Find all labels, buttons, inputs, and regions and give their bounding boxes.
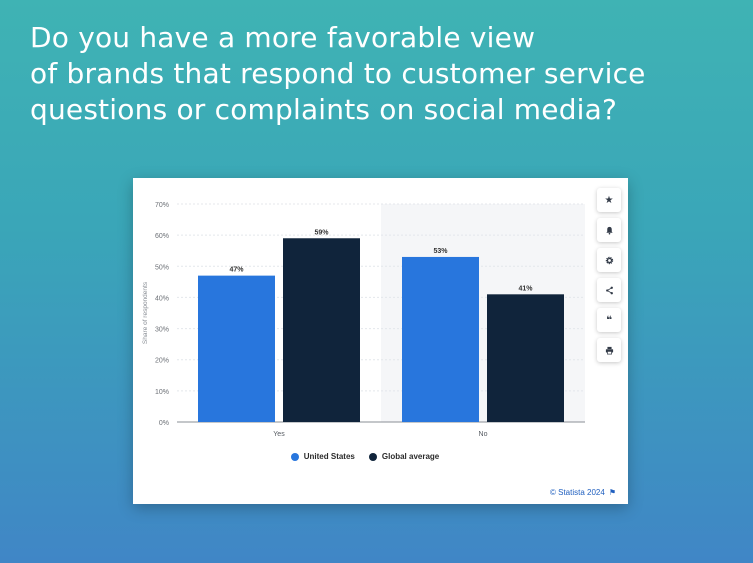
credit-text: © Statista 2024 <box>550 488 605 497</box>
y-tick-label: 50% <box>155 264 169 271</box>
print-button[interactable] <box>597 338 621 362</box>
x-tick-label: No <box>479 431 488 438</box>
y-tick-label: 20% <box>155 358 169 365</box>
y-tick-label: 10% <box>155 389 169 396</box>
bar-united-states-no <box>402 256 479 422</box>
legend-item-united-states[interactable]: United States <box>290 452 355 461</box>
legend-swatch-global-average <box>368 452 377 461</box>
y-axis-label: Share of respondents <box>142 281 149 344</box>
chart-card: 0% 10% 20% 30% 40% 50% 60% 70% Share of responde… <box>133 178 628 504</box>
y-tick-label: 70% <box>155 202 169 209</box>
gear-icon <box>605 256 613 264</box>
cite-button[interactable]: ❝ <box>597 308 621 332</box>
notification-button[interactable] <box>597 218 621 242</box>
statista-credit[interactable]: © Statista 2024 ⚑ <box>550 488 616 497</box>
legend-swatch-united-states <box>290 452 299 461</box>
bar-global-average-yes <box>283 238 360 422</box>
bar-chart: 0% 10% 20% 30% 40% 50% 60% 70% Share of responde… <box>142 202 585 438</box>
legend-label-united-states: United States <box>303 452 355 461</box>
headline: Do you have a more favorable view of bra… <box>30 20 730 128</box>
headline-line-2: of brands that respond to customer servi… <box>30 57 646 90</box>
favorite-button[interactable]: ★ <box>597 188 621 212</box>
y-tick-label: 30% <box>155 327 169 334</box>
data-label: 41% <box>518 285 533 292</box>
headline-line-3: questions or complaints on social media? <box>30 93 618 126</box>
data-label: 47% <box>229 267 244 274</box>
bar-united-states-yes <box>198 275 275 422</box>
data-label: 53% <box>433 248 448 255</box>
headline-line-1: Do you have a more favorable view <box>30 21 536 54</box>
x-tick-label: Yes <box>273 431 285 438</box>
chart-toolbar: ★ ❝ <box>597 188 621 362</box>
share-button[interactable] <box>597 278 621 302</box>
bar-global-average-no <box>487 294 564 422</box>
y-tick-label: 60% <box>155 233 169 240</box>
star-icon: ★ <box>604 194 614 206</box>
share-icon <box>605 286 613 294</box>
chart-legend: United States Global average <box>133 452 597 461</box>
legend-item-global-average[interactable]: Global average <box>368 452 440 461</box>
bell-icon <box>605 226 613 235</box>
y-tick-label: 40% <box>155 295 169 302</box>
legend-label-global-average: Global average <box>381 452 440 461</box>
print-icon <box>605 346 613 354</box>
settings-button[interactable] <box>597 248 621 272</box>
quote-icon: ❝ <box>606 314 612 326</box>
y-tick-label: 0% <box>159 420 169 427</box>
data-label: 59% <box>314 229 329 236</box>
flag-icon: ⚑ <box>608 488 616 497</box>
